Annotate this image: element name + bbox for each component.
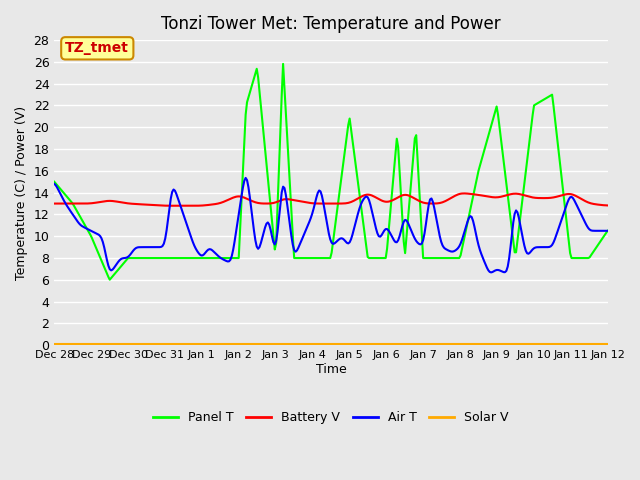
Y-axis label: Temperature (C) / Power (V): Temperature (C) / Power (V)	[15, 106, 28, 280]
Title: Tonzi Tower Met: Temperature and Power: Tonzi Tower Met: Temperature and Power	[161, 15, 500, 33]
Legend: Panel T, Battery V, Air T, Solar V: Panel T, Battery V, Air T, Solar V	[148, 407, 514, 430]
X-axis label: Time: Time	[316, 363, 346, 376]
Text: TZ_tmet: TZ_tmet	[65, 41, 129, 55]
